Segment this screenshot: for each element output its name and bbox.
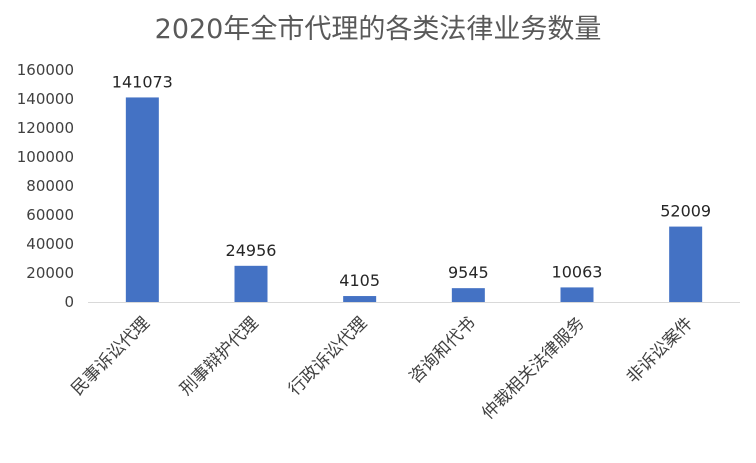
- bar-5: [560, 287, 594, 302]
- bar-1: [125, 97, 159, 302]
- bar-6: [669, 226, 703, 302]
- y-tick-label: 140000: [17, 90, 74, 108]
- y-tick-label: 120000: [17, 119, 74, 137]
- bars: [125, 97, 703, 302]
- x-tick-label-1: 民事诉讼代理: [68, 313, 154, 399]
- data-labels: 141073 24956 4105 9545 10063 52009: [112, 72, 711, 290]
- y-tick-label: 20000: [26, 264, 74, 282]
- chart-title: 2020年全市代理的各类法律业务数量: [155, 14, 602, 45]
- x-tick-label-2: 刑事辩护代理: [176, 313, 262, 399]
- x-tick-label-3: 行政诉讼代理: [285, 313, 371, 399]
- y-tick-label: 80000: [26, 177, 74, 195]
- y-tick-label: 100000: [17, 148, 74, 166]
- data-label-3: 4105: [339, 271, 380, 290]
- x-tick-label-6: 非诉讼案件: [623, 313, 697, 387]
- x-tick-label-5: 仲裁相关法律服务: [478, 313, 588, 423]
- bar-2: [234, 265, 268, 302]
- data-label-5: 10063: [552, 262, 603, 281]
- x-tick-label-4: 咨询和代书: [406, 313, 480, 387]
- bar-4: [451, 288, 485, 302]
- y-tick-label: 40000: [26, 235, 74, 253]
- y-tick-label: 60000: [26, 206, 74, 224]
- bar-3: [343, 296, 377, 302]
- y-tick-label: 0: [64, 293, 74, 311]
- data-label-4: 9545: [448, 263, 489, 282]
- data-label-1: 141073: [112, 72, 173, 91]
- data-label-6: 52009: [660, 202, 711, 221]
- y-tick-label: 160000: [17, 61, 74, 79]
- y-axis: 0 20000 40000 60000 80000 100000 120000 140000 1…: [17, 61, 74, 311]
- data-label-2: 24956: [226, 241, 277, 260]
